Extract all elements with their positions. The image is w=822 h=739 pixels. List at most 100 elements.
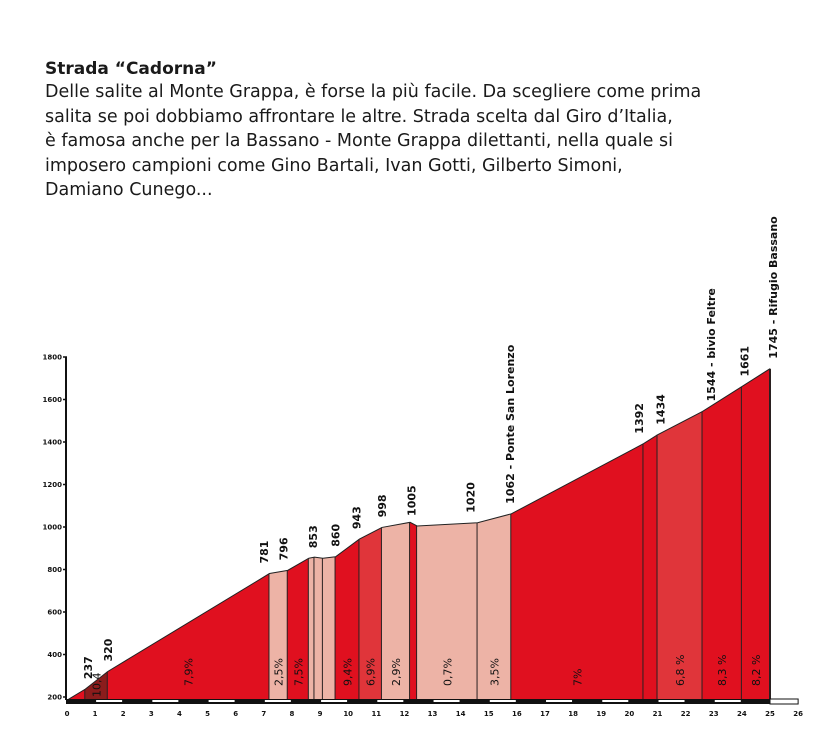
x-axis-stripe <box>96 700 123 702</box>
profile-segment <box>381 522 411 699</box>
y-tick-label: 400 <box>47 651 62 659</box>
x-tick-label: 21 <box>653 710 663 718</box>
x-tick-label: 2 <box>121 710 126 718</box>
x-tick-label: 19 <box>596 710 606 718</box>
x-axis-stripe <box>152 700 179 702</box>
gradient-label: 8,3 % <box>716 655 729 686</box>
x-axis-stripe <box>546 700 573 702</box>
altitude-annotation: 943 <box>351 506 364 529</box>
description-line: Damiano Cunego... <box>45 180 213 200</box>
profile-segment <box>410 522 418 699</box>
altitude-annotation: 1661 <box>739 346 752 377</box>
x-tick-label: 0 <box>65 710 70 718</box>
profile-segment <box>335 539 360 699</box>
y-tick-label: 600 <box>47 609 62 617</box>
x-tick-label: 26 <box>793 710 803 718</box>
altitude-annotation: 1745 - Rifugio Bassano <box>767 216 780 359</box>
y-tick-label: 200 <box>47 694 62 702</box>
x-tick-label: 14 <box>456 710 466 718</box>
x-tick-label: 3 <box>149 710 154 718</box>
altitude-annotation: 320 <box>102 638 115 661</box>
x-tick-label: 13 <box>428 710 438 718</box>
altitude-annotation: 1392 <box>633 403 646 434</box>
gradient-label: 7,5% <box>292 658 305 686</box>
profile-segment <box>477 513 512 699</box>
profile-segment <box>657 411 703 699</box>
x-axis-stripe <box>658 700 685 702</box>
climb-description: Delle salite al Monte Grappa, è forse la… <box>45 80 765 203</box>
profile-segment <box>511 443 644 699</box>
x-tick-label: 18 <box>568 710 578 718</box>
altitude-annotation: 1544 - bivio Feltre <box>705 288 718 401</box>
gradient-label: 2,9% <box>390 658 403 686</box>
x-tick-label: 4 <box>177 710 182 718</box>
x-tick-label: 1 <box>93 710 98 718</box>
x-axis-stripe <box>489 700 516 702</box>
gradient-label: 10,4 <box>91 673 104 698</box>
x-tick-label: 15 <box>484 710 494 718</box>
x-tick-label: 6 <box>233 710 238 718</box>
gradient-label: 7% <box>571 669 584 686</box>
x-tick-label: 24 <box>737 710 747 718</box>
profile-segment <box>643 434 658 699</box>
x-axis <box>66 699 799 704</box>
profile-segment <box>702 386 742 699</box>
gradient-label: 9,4% <box>341 658 354 686</box>
gradient-label: 7,9% <box>183 658 196 686</box>
altitude-annotation: 1434 <box>654 394 667 425</box>
altitude-annotation: 860 <box>330 523 343 546</box>
x-tick-label: 5 <box>205 710 210 718</box>
x-tick-label: 9 <box>318 710 323 718</box>
gradient-label: 3,5% <box>488 658 501 686</box>
profile-segment <box>107 573 270 699</box>
altitude-annotation: 781 <box>258 541 271 564</box>
y-tick-label: 1600 <box>43 396 63 404</box>
x-axis-stripe <box>433 700 460 702</box>
profile-segment <box>85 671 108 699</box>
x-tick-label: 17 <box>540 710 550 718</box>
y-tick-label: 1000 <box>43 524 63 532</box>
altitude-annotation: 853 <box>307 525 320 548</box>
gradient-label: 2,5% <box>273 658 286 686</box>
profile-segment <box>322 556 336 699</box>
x-axis-stripe <box>321 700 348 702</box>
profile-outline <box>66 368 771 701</box>
x-tick-label: 11 <box>371 710 381 718</box>
altitude-annotation: 998 <box>376 494 389 517</box>
altitude-annotation: 796 <box>278 537 291 560</box>
description-line: imposero campioni come Gino Bartali, Iva… <box>45 155 623 176</box>
x-axis-stripe <box>264 700 291 702</box>
x-tick-label: 22 <box>681 710 691 718</box>
profile-segment <box>314 557 323 699</box>
profile-segment <box>359 527 382 699</box>
profile-segment <box>417 522 478 699</box>
gradient-label: 6,8 % <box>674 655 687 686</box>
y-tick-label: 1800 <box>43 354 63 362</box>
y-tick-label: 1400 <box>43 439 63 447</box>
description-line: è famosa anche per la Bassano - Monte Gr… <box>45 131 673 151</box>
profile-segment <box>308 557 315 699</box>
gradient-label: 6,9% <box>365 658 378 686</box>
altitude-annotation: 1020 <box>465 482 478 513</box>
x-tick-label: 10 <box>343 710 353 718</box>
x-axis-stripe <box>208 700 235 702</box>
x-tick-label: 8 <box>290 710 295 718</box>
x-tick-label: 7 <box>261 710 266 718</box>
climb-title: Strada “Cadorna” <box>45 59 217 79</box>
altitude-annotation: 1005 <box>405 485 418 516</box>
y-tick-label: 800 <box>47 566 62 574</box>
x-axis-stripe <box>377 700 404 702</box>
x-axis-stripe <box>714 700 741 702</box>
description-line: Delle salite al Monte Grappa, è forse la… <box>45 82 702 102</box>
x-tick-label: 20 <box>625 710 635 718</box>
x-tick-label: 23 <box>709 710 719 718</box>
description-line: salita se poi dobbiamo affrontare le alt… <box>45 106 673 127</box>
x-axis-end <box>769 698 799 705</box>
gradient-label: 8,2 % <box>750 655 763 686</box>
x-axis-stripe <box>602 700 629 702</box>
profile-segment <box>287 558 309 699</box>
profile-segment <box>269 570 288 699</box>
x-tick-label: 16 <box>512 710 522 718</box>
description-block: Strada “Cadorna” Delle salite al Monte G… <box>45 58 765 203</box>
